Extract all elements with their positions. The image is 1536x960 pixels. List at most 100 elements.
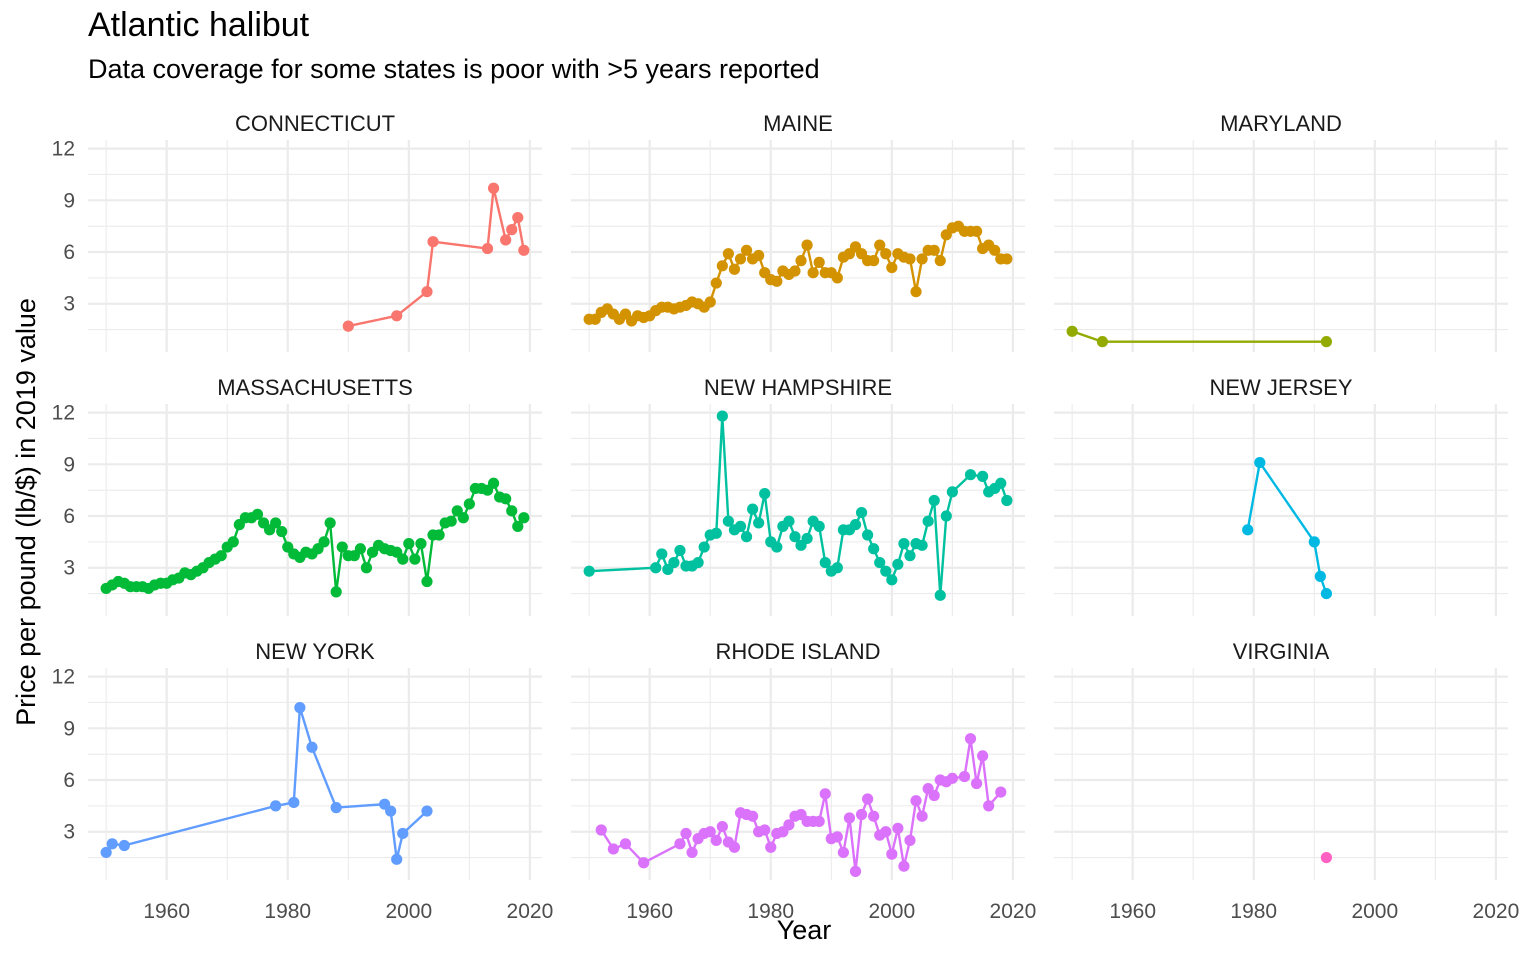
data-point-new-hampshire [934, 589, 946, 601]
data-point-massachusetts [421, 575, 433, 588]
data-point-new-hampshire [868, 543, 880, 555]
data-point-massachusetts [360, 562, 373, 574]
data-point-maine [904, 253, 916, 265]
data-point-maine [880, 248, 892, 260]
data-point-massachusetts [457, 512, 469, 524]
data-point-new-hampshire [916, 539, 928, 551]
data-point-rhode-island [837, 846, 850, 859]
data-point-new-hampshire [668, 556, 680, 569]
data-point-maine [928, 244, 940, 256]
x-tick-label: 2000 [868, 900, 915, 923]
facet-panels: CONNECTICUT 3 6 9 12 MAINE MARYLAND MASSACHUSET… [52, 111, 1520, 923]
data-point-new-hampshire [855, 506, 868, 519]
y-tick-label: 12 [52, 402, 75, 425]
data-point-maine [831, 272, 843, 284]
data-point-massachusetts [463, 498, 475, 510]
series-line-massachusetts [105, 482, 525, 594]
facet-label-maine: MAINE [763, 111, 833, 136]
data-point-massachusetts [415, 538, 427, 550]
y-tick-label: 9 [63, 453, 75, 476]
data-point-new-hampshire [849, 519, 862, 531]
x-tick-label: 1980 [1230, 900, 1277, 923]
data-point-connecticut [506, 224, 518, 236]
data-point-massachusetts [445, 515, 457, 527]
data-point-massachusetts [487, 477, 500, 489]
data-point-new-hampshire [740, 531, 753, 543]
data-point-rhode-island [977, 750, 989, 762]
data-point-maine [868, 255, 880, 267]
x-tick-label: 1980 [264, 900, 311, 923]
panel-maine: MAINE [571, 111, 1025, 352]
data-point-massachusetts [276, 525, 288, 538]
data-point-new-jersey [1254, 457, 1266, 469]
data-point-massachusetts [324, 517, 336, 529]
data-point-rhode-island [983, 800, 995, 812]
data-point-rhode-island [716, 820, 728, 833]
data-point-new-york [391, 853, 403, 865]
data-point-rhode-island [892, 822, 904, 834]
data-point-new-hampshire [734, 520, 747, 532]
x-tick-label: 2000 [385, 900, 432, 923]
y-tick-label: 9 [63, 189, 75, 212]
data-point-maine [886, 261, 898, 274]
data-point-massachusetts [403, 538, 415, 550]
data-point-maine [1001, 253, 1013, 265]
y-tick-label: 3 [63, 293, 75, 316]
x-tick-label: 2020 [507, 900, 554, 923]
series-line-connecticut [348, 187, 525, 328]
panel-virginia: VIRGINIA 1960 1980 2000 2020 [1054, 639, 1519, 923]
panel-massachusetts: MASSACHUSETTS 3 6 9 12 [52, 375, 542, 616]
data-point-rhode-island [910, 795, 922, 807]
chart-subtitle: Data coverage for some states is poor wi… [88, 54, 820, 84]
data-point-rhode-island [995, 786, 1007, 798]
data-point-new-hampshire [904, 550, 916, 562]
data-point-massachusetts [512, 520, 524, 532]
data-point-new-hampshire [831, 562, 843, 574]
data-point-rhode-island [728, 841, 741, 853]
data-point-new-york [385, 805, 397, 817]
data-point-new-hampshire [656, 548, 668, 560]
data-point-massachusetts [227, 536, 239, 548]
y-tick-label: 9 [63, 717, 75, 740]
data-point-new-york [288, 796, 300, 809]
data-point-rhode-island [964, 733, 977, 745]
data-point-maine [704, 296, 716, 308]
y-axis-title: Price per pound (lb/$) in 2019 value [11, 298, 41, 726]
data-point-new-hampshire [946, 486, 958, 498]
data-point-new-hampshire [759, 488, 771, 500]
data-point-connecticut [500, 234, 512, 246]
facet-label-connecticut: CONNECTICUT [235, 111, 395, 136]
data-point-rhode-island [928, 789, 940, 802]
data-point-massachusetts [518, 512, 530, 524]
data-point-connecticut [487, 182, 500, 194]
data-point-maryland [1096, 336, 1109, 348]
facet-label-new-hampshire: NEW HAMPSHIRE [704, 375, 892, 400]
data-point-rhode-island [862, 793, 874, 805]
data-point-maine [728, 263, 741, 275]
data-point-new-york [106, 838, 118, 850]
facet-label-rhode-island: RHODE ISLAND [715, 639, 880, 664]
data-point-rhode-island [783, 819, 795, 831]
data-point-new-jersey [1308, 536, 1320, 548]
data-point-rhode-island [619, 838, 632, 850]
data-point-new-hampshire [922, 515, 934, 527]
data-point-maine [753, 249, 765, 262]
series-line-new-york [105, 706, 428, 861]
data-point-maine [740, 244, 753, 256]
data-point-rhode-island [595, 824, 607, 836]
data-point-new-york [100, 846, 112, 859]
data-point-rhode-island [855, 808, 868, 821]
data-point-new-hampshire [874, 556, 886, 569]
data-point-new-hampshire [977, 470, 989, 482]
x-tick-label: 1960 [143, 900, 190, 923]
data-point-maine [989, 244, 1001, 256]
data-point-new-hampshire [1001, 494, 1013, 507]
data-point-new-york [397, 827, 409, 840]
data-point-new-hampshire [674, 544, 686, 557]
data-point-connecticut [391, 310, 403, 322]
data-point-maine [710, 277, 722, 289]
data-point-connecticut [518, 244, 530, 256]
data-point-massachusetts [433, 529, 445, 541]
data-point-new-hampshire [862, 529, 874, 541]
data-point-rhode-island [898, 860, 910, 872]
